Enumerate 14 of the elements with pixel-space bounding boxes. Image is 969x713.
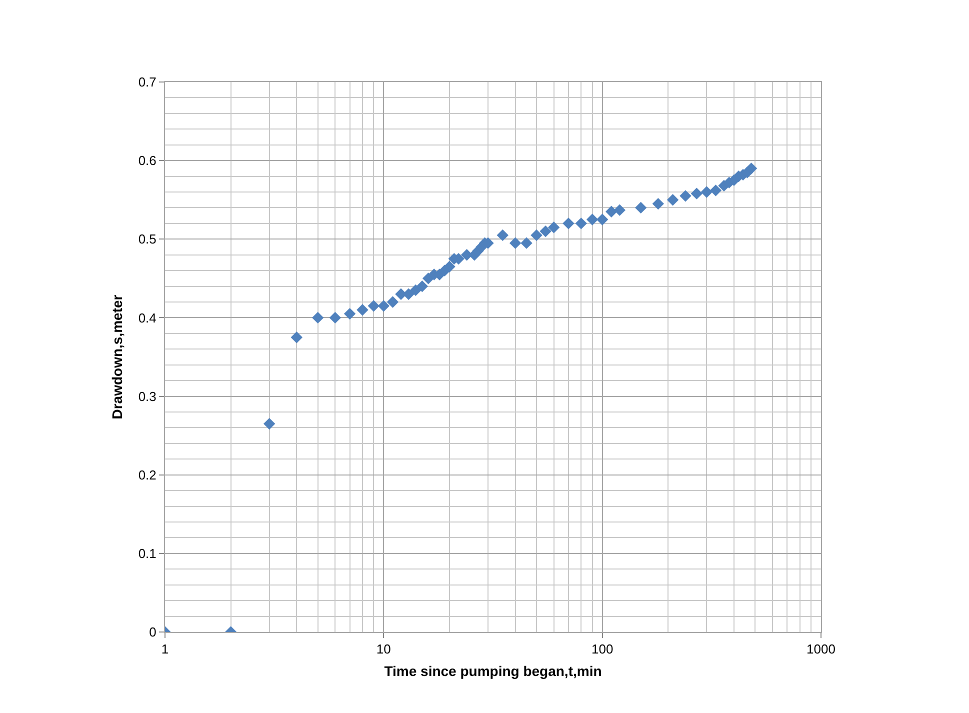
y-tick-label: 0.3 — [138, 388, 156, 404]
y-tick-label: 0.7 — [138, 74, 156, 90]
y-tick-label: 0.2 — [138, 467, 156, 482]
y-tick-label: 0.1 — [138, 546, 156, 561]
x-axis-title: Time since pumping began,t,min — [384, 662, 602, 679]
y-axis-title: Drawdown,s,meter — [108, 294, 125, 420]
x-tick-label: 10 — [376, 642, 391, 657]
y-tick-label: 0.6 — [138, 153, 156, 168]
x-tick-label: 1 — [161, 642, 169, 657]
y-tick-label: 0 — [149, 624, 156, 640]
x-tick-label: 1000 — [806, 642, 836, 657]
y-tick-label: 0.5 — [138, 232, 156, 247]
x-tick-label: 100 — [591, 642, 614, 657]
y-tick-label: 0.4 — [138, 310, 156, 326]
